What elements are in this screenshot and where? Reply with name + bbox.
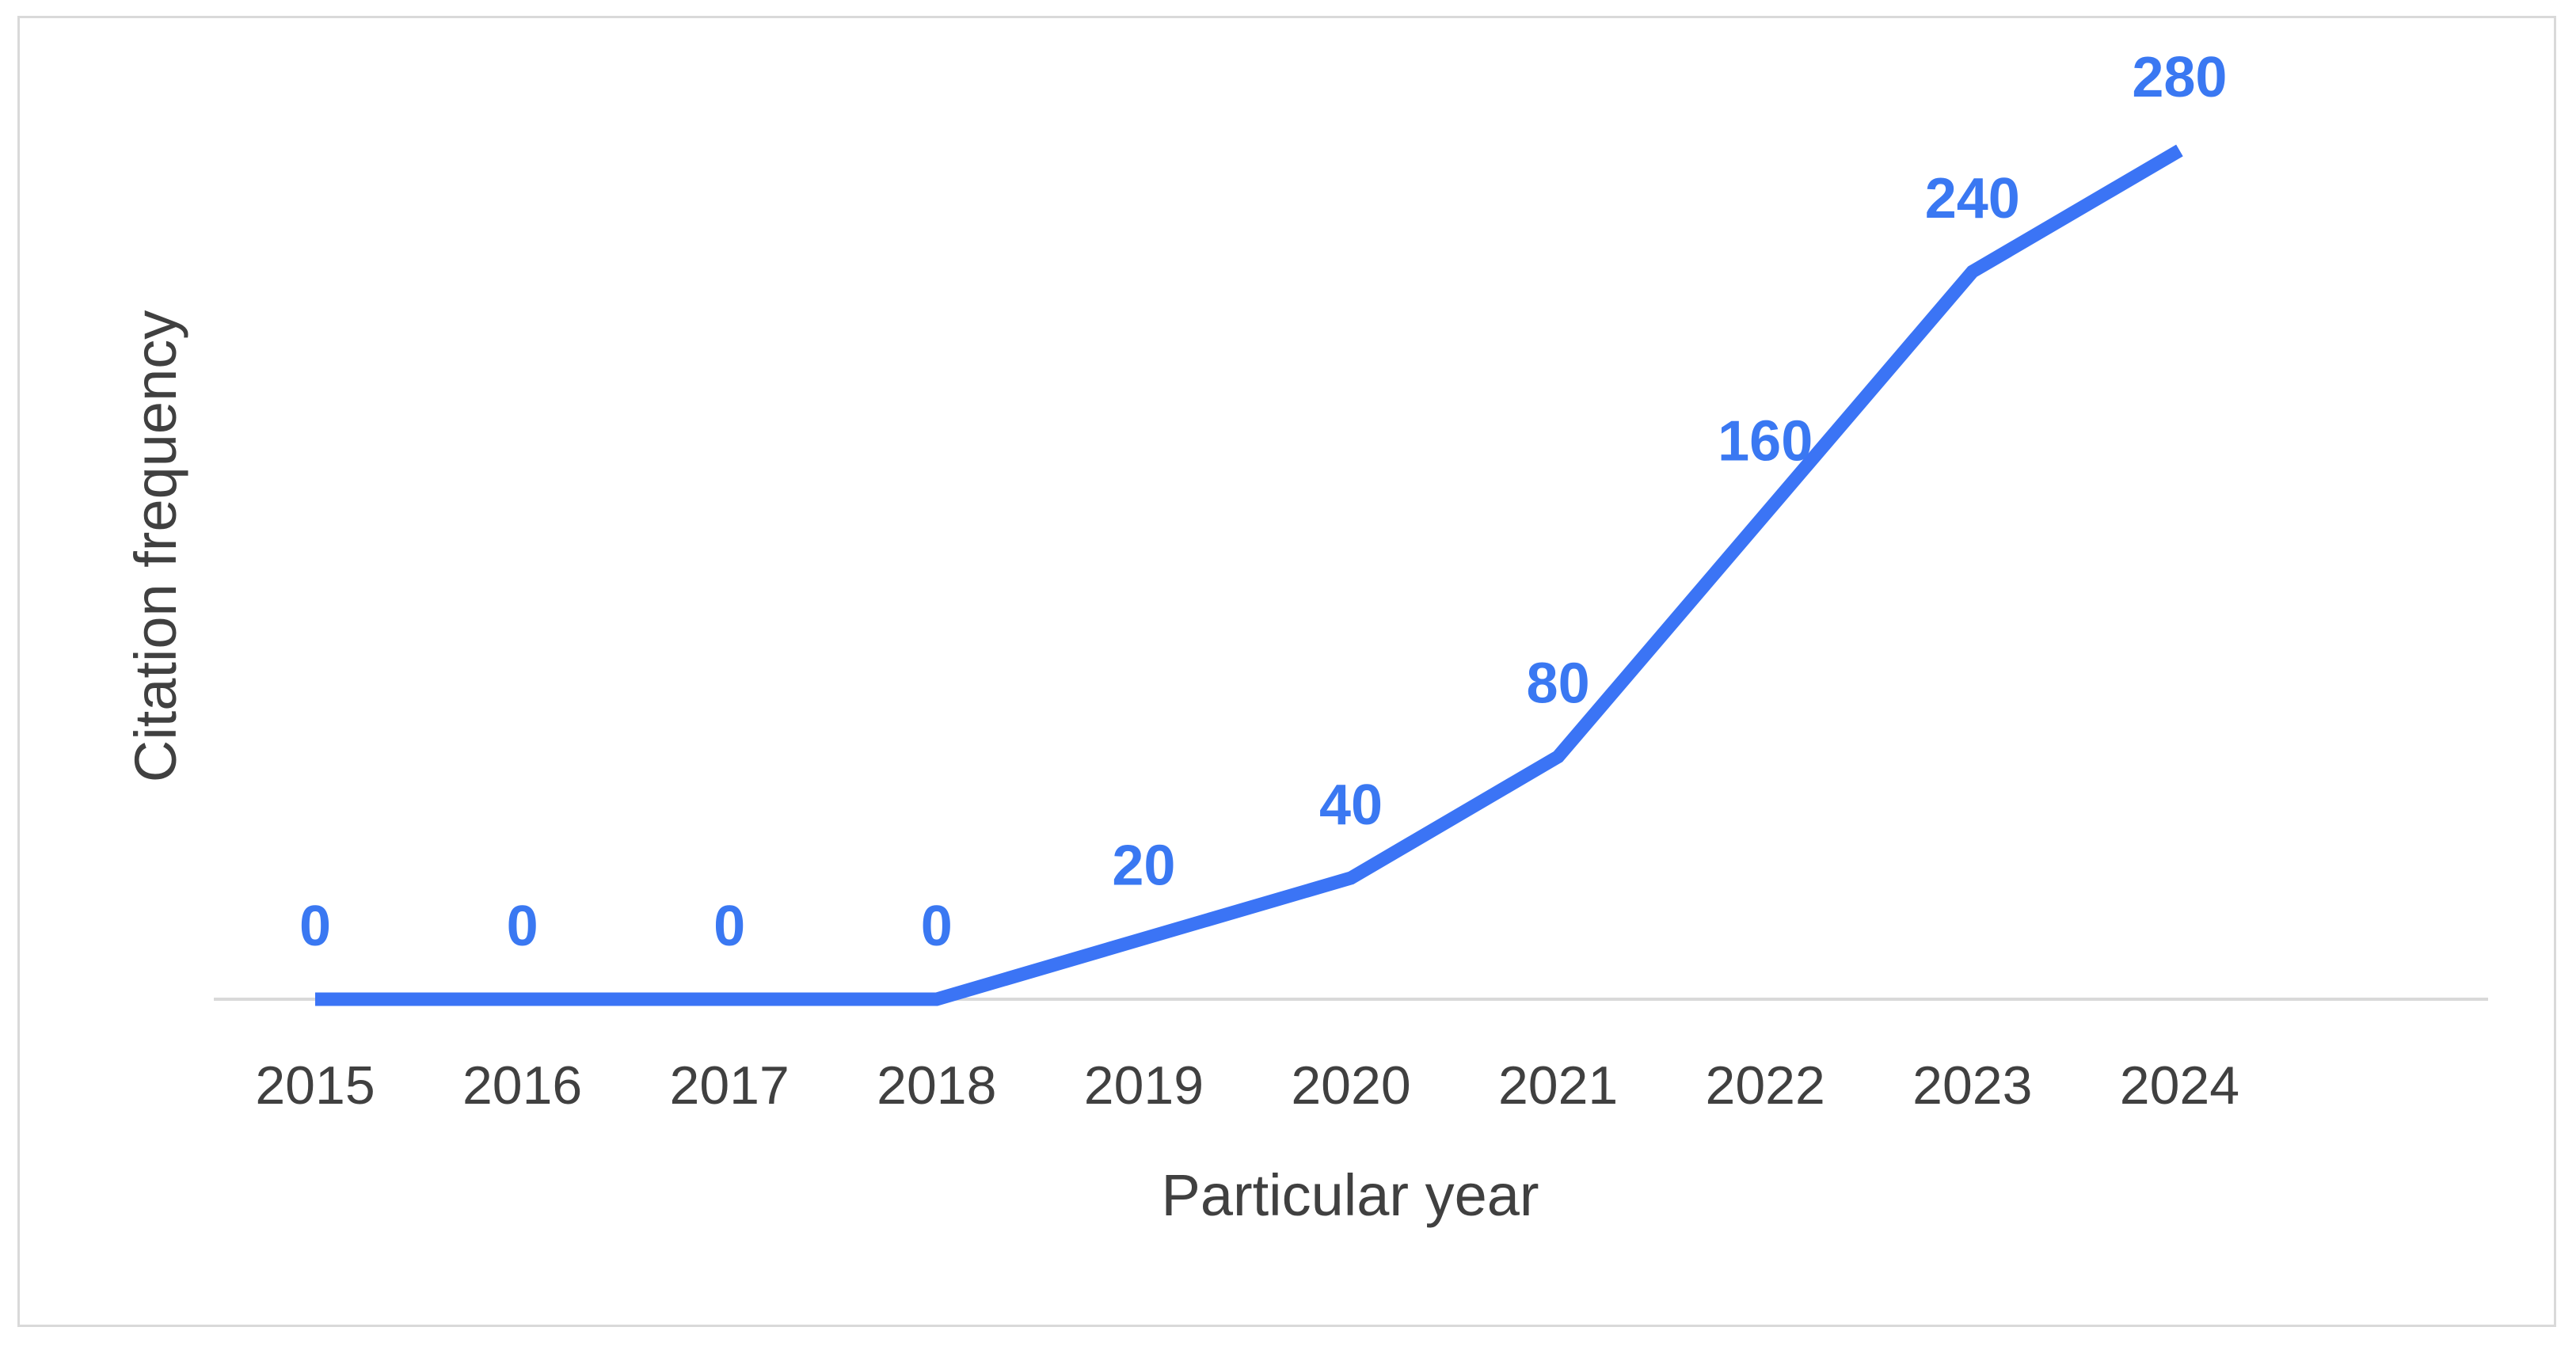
x-tick-label: 2021 — [1498, 1055, 1618, 1116]
data-label: 280 — [2132, 46, 2227, 109]
x-tick-label: 2016 — [462, 1055, 582, 1116]
drop-lines — [1142, 150, 2182, 999]
data-label: 80 — [1527, 652, 1590, 716]
x-tick-label: 2015 — [255, 1055, 375, 1116]
x-tick-labels: 2015 2016 2017 2018 2019 2020 2021 2022 2023 2024 — [255, 1055, 2239, 1116]
data-label: 0 — [921, 895, 953, 958]
x-tick-label: 2023 — [1912, 1055, 2032, 1116]
data-label: 160 — [1718, 409, 1813, 473]
x-tick-label: 2018 — [877, 1055, 996, 1116]
x-tick-label: 2022 — [1706, 1055, 1825, 1116]
data-label: 240 — [1925, 167, 2020, 230]
data-label: 0 — [299, 895, 331, 958]
y-axis-title: Citation frequency — [123, 310, 188, 782]
series-line — [315, 144, 2183, 1006]
x-tick-label: 2017 — [670, 1055, 790, 1116]
chart-frame — [17, 16, 2556, 1327]
x-tick-label: 2024 — [2120, 1055, 2239, 1116]
data-label: 0 — [507, 895, 538, 958]
data-label: 40 — [1319, 774, 1383, 837]
x-axis-title: Particular year — [1161, 1162, 1539, 1228]
data-label: 0 — [713, 895, 745, 958]
x-tick-label: 2020 — [1291, 1055, 1410, 1116]
x-tick-label: 2019 — [1084, 1055, 1204, 1116]
data-labels: 0 0 0 0 20 40 80 160 240 280 — [299, 46, 2227, 958]
data-label: 20 — [1112, 834, 1175, 897]
